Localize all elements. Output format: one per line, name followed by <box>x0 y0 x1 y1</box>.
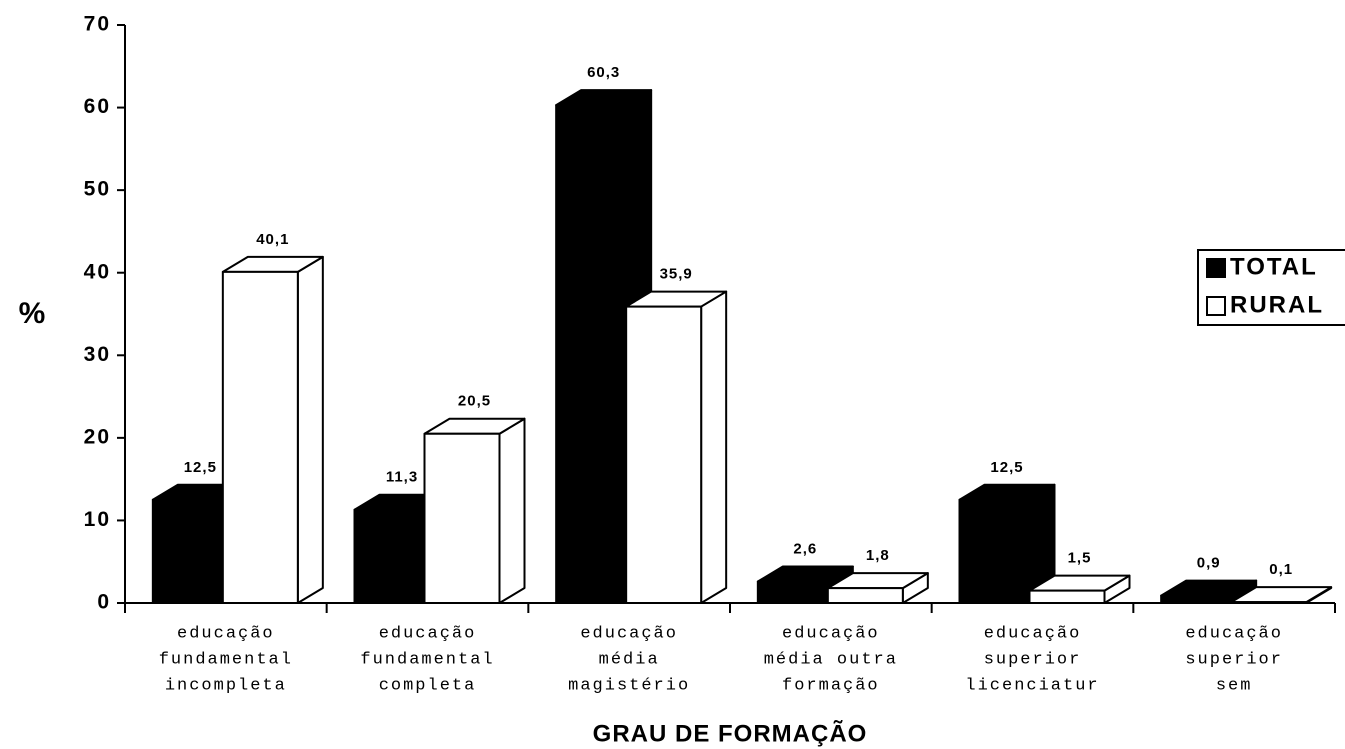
value-label: 12,5 <box>184 459 217 476</box>
y-tick-label: 10 <box>84 508 111 531</box>
x-tick-label: incompleta <box>165 676 287 695</box>
x-tick-label: educação <box>984 624 1082 643</box>
x-tick-label: completa <box>379 676 477 695</box>
legend-swatch <box>1206 296 1226 316</box>
y-axis-label: % <box>19 297 46 330</box>
x-axis-label: GRAU DE FORMAÇÃO <box>593 719 868 747</box>
x-tick-label: fundamental <box>360 650 494 669</box>
bar <box>555 104 628 604</box>
y-tick-label: 70 <box>84 13 111 36</box>
x-tick-label: média outra <box>764 650 898 669</box>
x-tick-label: educação <box>177 624 275 643</box>
bar <box>958 498 1031 604</box>
bar <box>1230 601 1308 604</box>
y-tick-label: 0 <box>97 591 111 614</box>
bar <box>353 508 426 604</box>
x-tick-label: magistério <box>568 676 690 695</box>
value-label: 2,6 <box>793 541 817 558</box>
y-tick-label: 50 <box>84 178 111 201</box>
bar <box>151 498 224 604</box>
bar-side <box>700 290 728 604</box>
y-tick-label: 30 <box>84 343 111 366</box>
bar-side <box>498 417 526 604</box>
bar <box>423 432 501 604</box>
value-label: 40,1 <box>256 231 289 248</box>
legend-label: TOTAL <box>1230 253 1318 280</box>
value-label: 1,8 <box>866 547 890 564</box>
x-tick-label: fundamental <box>159 650 293 669</box>
y-tick-label: 20 <box>84 425 111 448</box>
x-tick-label: superior <box>984 650 1082 669</box>
x-tick-label: licenciatur <box>965 676 1099 695</box>
value-label: 60,3 <box>587 64 620 81</box>
bar <box>1160 594 1233 604</box>
legend-swatch <box>1206 258 1226 278</box>
x-tick-label: educação <box>580 624 678 643</box>
value-label: 12,5 <box>990 459 1023 476</box>
y-tick-label: 60 <box>84 95 111 118</box>
x-tick-label: educação <box>1185 624 1283 643</box>
value-label: 11,3 <box>386 469 418 486</box>
bar <box>625 305 703 604</box>
bar <box>221 270 299 604</box>
x-tick-label: formação <box>782 676 880 695</box>
value-label: 0,1 <box>1269 561 1293 578</box>
value-label: 20,5 <box>458 393 491 410</box>
y-tick-label: 40 <box>84 260 111 283</box>
x-tick-label: sem <box>1216 676 1253 695</box>
value-label: 1,5 <box>1068 550 1092 567</box>
bar-side <box>296 255 324 604</box>
x-tick-label: média <box>599 650 660 669</box>
legend-label: RURAL <box>1230 291 1324 318</box>
x-tick-label: superior <box>1185 650 1283 669</box>
x-tick-label: educação <box>782 624 880 643</box>
bar <box>826 587 904 605</box>
x-tick-label: educação <box>379 624 477 643</box>
value-label: 35,9 <box>660 266 693 283</box>
value-label: 0,9 <box>1197 555 1221 572</box>
bar <box>756 580 829 605</box>
bar <box>1028 589 1106 604</box>
